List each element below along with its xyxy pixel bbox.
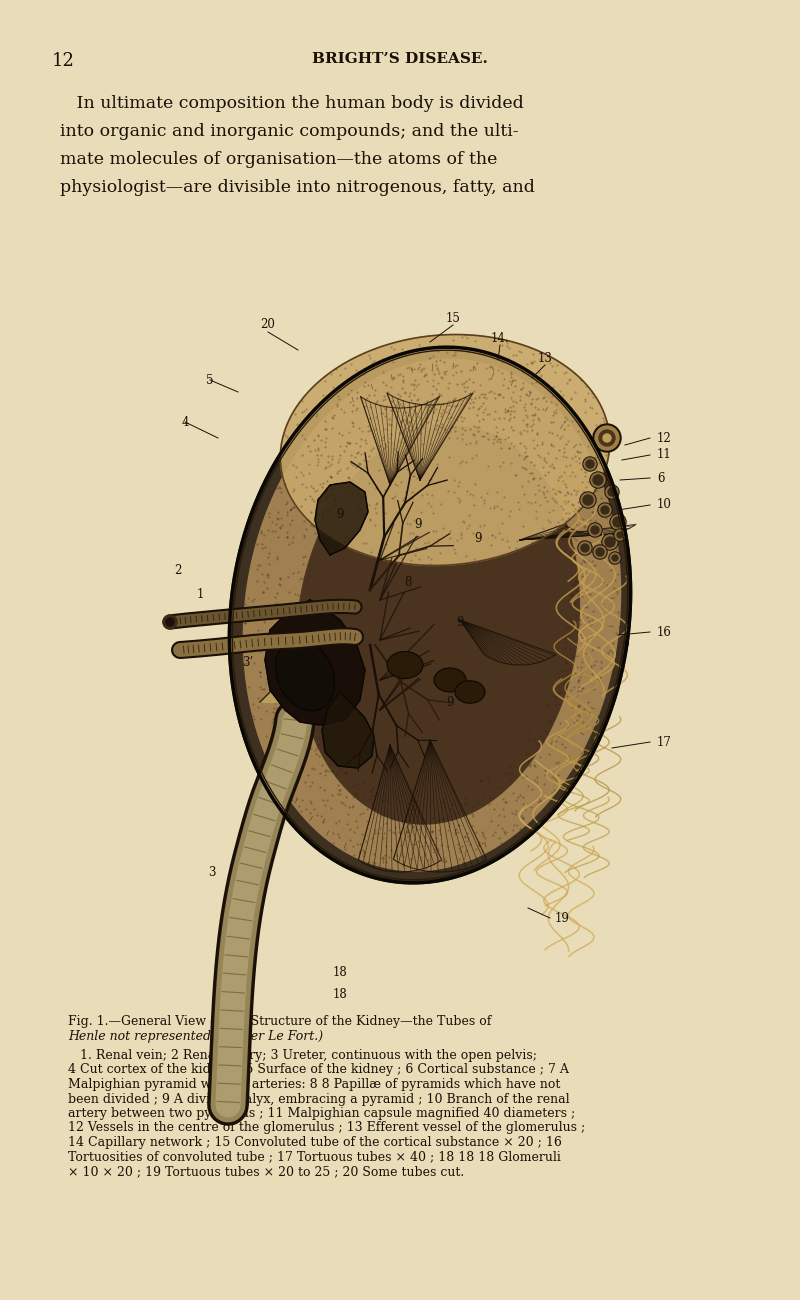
Circle shape xyxy=(589,524,601,536)
Circle shape xyxy=(579,542,591,554)
Text: 9: 9 xyxy=(446,696,454,708)
Text: 16: 16 xyxy=(657,625,672,638)
Text: 1. Renal vein; 2 Renal artery; 3 Ureter, continuous with the open pelvis;: 1. Renal vein; 2 Renal artery; 3 Ureter,… xyxy=(68,1049,537,1062)
Polygon shape xyxy=(234,351,626,879)
Circle shape xyxy=(593,545,607,559)
Circle shape xyxy=(605,537,615,547)
Circle shape xyxy=(166,618,174,627)
Circle shape xyxy=(610,514,626,530)
Circle shape xyxy=(599,504,611,516)
Text: Tortuosities of convoluted tube ; 17 Tortuous tubes × 40 ; 18 18 18 Glomeruli: Tortuosities of convoluted tube ; 17 Tor… xyxy=(68,1150,561,1164)
Text: into organic and inorganic compounds; and the ulti-: into organic and inorganic compounds; an… xyxy=(60,124,518,140)
Circle shape xyxy=(599,430,615,446)
Circle shape xyxy=(588,523,602,537)
Text: Malpighian pyramid with its arteries: 8 8 Papillæ of pyramids which have not: Malpighian pyramid with its arteries: 8 … xyxy=(68,1078,560,1091)
Text: artery between two pyramids ; 11 Malpighian capsule magnified 40 diameters ;: artery between two pyramids ; 11 Malpigh… xyxy=(68,1108,575,1121)
Ellipse shape xyxy=(434,668,466,692)
Circle shape xyxy=(594,546,606,558)
Text: 14.: 14. xyxy=(490,332,510,344)
Text: 15: 15 xyxy=(446,312,461,325)
Circle shape xyxy=(598,503,612,517)
Polygon shape xyxy=(265,601,365,725)
Text: 4 Cut cortex of the kidney ; 5 Surface of the kidney ; 6 Cortical substance ; 7 : 4 Cut cortex of the kidney ; 5 Surface o… xyxy=(68,1063,569,1076)
Circle shape xyxy=(602,534,618,550)
Text: Fig. 1.—General View of the Structure of the Kidney—the Tubes of: Fig. 1.—General View of the Structure of… xyxy=(68,1015,491,1028)
Circle shape xyxy=(580,491,596,508)
Circle shape xyxy=(603,434,611,442)
Ellipse shape xyxy=(387,651,423,679)
Circle shape xyxy=(601,506,609,514)
Ellipse shape xyxy=(455,681,485,703)
Circle shape xyxy=(609,552,621,564)
Text: 20: 20 xyxy=(261,318,275,332)
Circle shape xyxy=(617,532,623,538)
Polygon shape xyxy=(297,426,579,824)
Text: 17: 17 xyxy=(657,736,672,749)
Circle shape xyxy=(581,493,595,507)
Circle shape xyxy=(613,517,623,526)
Circle shape xyxy=(583,495,593,504)
Circle shape xyxy=(590,472,606,488)
Text: Henle not represented.—(After Le Fort.): Henle not represented.—(After Le Fort.) xyxy=(68,1030,323,1043)
Polygon shape xyxy=(315,482,368,555)
Text: 19: 19 xyxy=(555,911,570,924)
Text: 1: 1 xyxy=(196,589,204,602)
Text: been divided ; 9 A divided calyx, embracing a pyramid ; 10 Branch of the renal: been divided ; 9 A divided calyx, embrac… xyxy=(68,1092,570,1105)
Circle shape xyxy=(593,424,621,452)
Text: 11: 11 xyxy=(657,448,672,461)
Text: 12: 12 xyxy=(657,432,672,445)
Circle shape xyxy=(593,474,603,485)
Polygon shape xyxy=(243,359,621,871)
Polygon shape xyxy=(322,692,374,768)
Text: 9: 9 xyxy=(456,615,464,628)
Text: 9: 9 xyxy=(336,508,344,521)
Text: 4: 4 xyxy=(182,416,189,429)
Circle shape xyxy=(584,458,596,471)
Circle shape xyxy=(610,552,620,563)
Text: 18: 18 xyxy=(333,988,347,1001)
Polygon shape xyxy=(229,346,631,884)
Circle shape xyxy=(614,529,626,541)
Text: 2: 2 xyxy=(174,563,182,576)
Text: mate molecules of organisation—the atoms of the: mate molecules of organisation—the atoms… xyxy=(60,151,498,168)
Circle shape xyxy=(608,488,616,497)
Text: physiologist—are divisible into nitrogenous, fatty, and: physiologist—are divisible into nitrogen… xyxy=(60,179,535,196)
Circle shape xyxy=(583,458,597,471)
Text: 3’: 3’ xyxy=(242,655,254,668)
Circle shape xyxy=(612,555,618,562)
Text: 10: 10 xyxy=(657,498,672,511)
Circle shape xyxy=(591,526,599,534)
Text: 6: 6 xyxy=(657,472,665,485)
Text: 12: 12 xyxy=(52,52,75,70)
Circle shape xyxy=(611,515,625,529)
Text: 9: 9 xyxy=(474,532,482,545)
Circle shape xyxy=(578,541,592,555)
Text: 12 Vessels in the centre of the glomerulus ; 13 Efferent vessel of the glomerulu: 12 Vessels in the centre of the glomerul… xyxy=(68,1122,586,1135)
Text: × 10 × 20 ; 19 Tortuous tubes × 20 to 25 ; 20 Some tubes cut.: × 10 × 20 ; 19 Tortuous tubes × 20 to 25… xyxy=(68,1165,464,1178)
Circle shape xyxy=(163,615,177,629)
Circle shape xyxy=(586,460,594,468)
Polygon shape xyxy=(280,334,610,566)
Circle shape xyxy=(595,426,619,450)
Ellipse shape xyxy=(275,640,334,711)
Circle shape xyxy=(581,543,589,552)
Text: In ultimate composition the human body is divided: In ultimate composition the human body i… xyxy=(60,95,524,112)
Text: 14 Capillary network ; 15 Convoluted tube of the cortical substance × 20 ; 16: 14 Capillary network ; 15 Convoluted tub… xyxy=(68,1136,562,1149)
Circle shape xyxy=(605,485,619,499)
Text: 18: 18 xyxy=(333,966,347,979)
Text: BRIGHT’S DISEASE.: BRIGHT’S DISEASE. xyxy=(312,52,488,66)
Text: 3: 3 xyxy=(208,866,216,879)
Text: 8: 8 xyxy=(404,576,412,589)
Text: 5: 5 xyxy=(206,373,214,386)
Polygon shape xyxy=(260,679,335,705)
Circle shape xyxy=(615,530,625,540)
Text: 9: 9 xyxy=(414,519,422,532)
Circle shape xyxy=(603,536,617,549)
Text: 13: 13 xyxy=(538,351,553,364)
Circle shape xyxy=(591,473,605,488)
Circle shape xyxy=(606,486,618,498)
Circle shape xyxy=(596,549,604,556)
